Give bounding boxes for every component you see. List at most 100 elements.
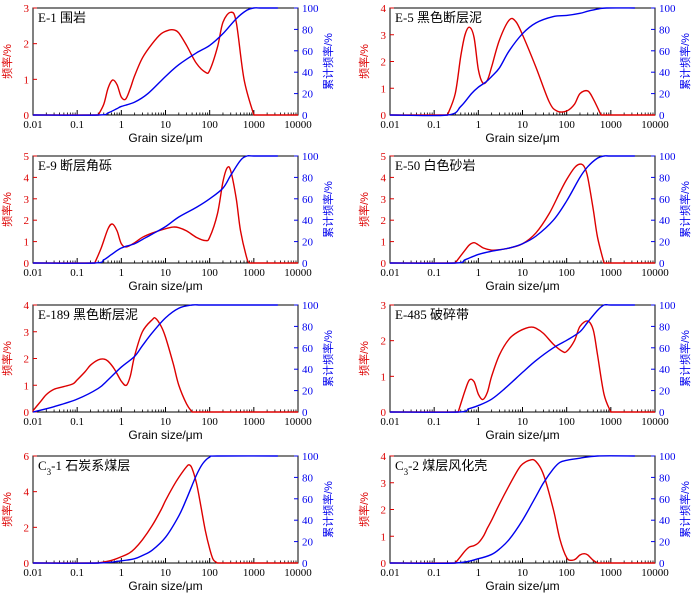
y-left-tick-label: 1 (381, 371, 387, 383)
x-tick-label: 10000 (284, 267, 312, 279)
x-tick-label: 1 (476, 567, 482, 579)
y-right-axis-label: 累计频率/% (321, 33, 335, 90)
x-tick-label: 0.1 (427, 567, 441, 579)
frequency-curve (32, 317, 298, 413)
y-right-tick-label: 0 (302, 258, 308, 270)
y-right-tick-label: 60 (302, 343, 314, 355)
x-tick-label: 0.01 (23, 567, 42, 579)
frequency-curve (33, 11, 298, 116)
y-left-tick-label: 5 (381, 151, 387, 163)
y-left-tick-label: 1 (381, 531, 387, 543)
y-right-tick-label: 100 (302, 3, 319, 15)
x-tick-label: 10 (517, 567, 529, 579)
x-tick-label: 10000 (284, 567, 312, 579)
x-tick-label: 1000 (243, 567, 266, 579)
x-tick-label: 0.1 (70, 567, 84, 579)
panel-title-prefix: E (38, 10, 46, 25)
x-tick-label: 100 (558, 119, 575, 131)
y-right-tick-label: 80 (302, 472, 314, 484)
x-tick-label: 0.01 (380, 567, 399, 579)
y-left-tick-label: 0 (24, 407, 30, 419)
cumulative-curve (32, 304, 278, 413)
y-left-tick-label: 3 (24, 327, 30, 339)
panel-title-suffix: -5 黑色断层泥 (403, 10, 482, 25)
y-right-tick-label: 40 (659, 515, 671, 527)
y-right-tick-label: 100 (659, 3, 676, 15)
y-left-tick-label: 0 (381, 258, 387, 270)
panel-title: E-1 围岩 (38, 10, 86, 25)
y-left-tick-label: 1 (24, 237, 30, 249)
y-left-axis-label: 频率/% (357, 492, 371, 527)
y-right-tick-label: 40 (302, 515, 314, 527)
y-left-axis-label: 频率/% (357, 341, 371, 376)
y-left-tick-label: 3 (24, 194, 30, 206)
x-tick-label: 1000 (243, 119, 266, 131)
cumulative-curve (389, 303, 635, 413)
y-right-tick-label: 40 (659, 215, 671, 227)
y-right-axis-label: 累计频率/% (678, 33, 692, 90)
x-axis-label: Grain size/μm (128, 279, 202, 293)
x-tick-label: 0.1 (427, 416, 441, 428)
y-right-tick-label: 60 (659, 46, 671, 58)
x-tick-label: 10 (160, 119, 172, 131)
cumulative-curve (389, 155, 635, 264)
y-left-tick-label: 3 (381, 30, 387, 42)
y-left-tick-label: 5 (24, 151, 30, 163)
y-right-tick-label: 40 (659, 67, 671, 79)
y-left-tick-label: 2 (381, 505, 387, 517)
panel-title-suffix: -485 破碎带 (403, 307, 469, 322)
panel-title: E-50 白色砂岩 (395, 158, 476, 173)
x-tick-label: 100 (201, 119, 218, 131)
y-right-tick-label: 80 (302, 24, 314, 36)
y-right-tick-label: 80 (659, 172, 671, 184)
frequency-curve (33, 165, 298, 264)
x-axis-label: Grain size/μm (128, 428, 202, 442)
y-left-axis-label: 频率/% (357, 44, 371, 79)
x-tick-label: 1 (476, 119, 482, 131)
y-left-tick-label: 2 (24, 522, 30, 534)
panel-title: C3-1 石炭系煤层 (38, 458, 130, 477)
y-left-tick-label: 2 (381, 57, 387, 69)
y-left-tick-label: 4 (381, 3, 387, 15)
x-tick-label: 0.1 (70, 416, 84, 428)
y-right-tick-label: 100 (659, 451, 676, 463)
y-left-tick-label: 0 (381, 558, 387, 570)
x-tick-label: 0.01 (380, 267, 399, 279)
cumulative-curve (389, 7, 635, 117)
y-right-tick-label: 80 (659, 321, 671, 333)
frequency-curve (390, 458, 655, 564)
cumulative-curve (389, 455, 635, 565)
y-left-tick-label: 0 (24, 558, 30, 570)
y-left-tick-label: 3 (24, 3, 30, 15)
y-right-tick-label: 0 (302, 558, 308, 570)
y-left-tick-label: 2 (24, 354, 30, 366)
x-axis-label: Grain size/μm (128, 131, 202, 145)
chart-panel-1: 0.01 0.1 1 10 100 1000 10000 Grain size/μm 0 1 2 3 0… (0, 3, 335, 145)
y-left-tick-label: 3 (381, 300, 387, 312)
x-tick-label: 1000 (600, 267, 623, 279)
y-left-tick-label: 0 (381, 110, 387, 122)
x-tick-label: 10 (517, 119, 529, 131)
y-right-axis-label: 累计频率/% (321, 181, 335, 238)
x-tick-label: 10 (517, 416, 529, 428)
y-left-tick-label: 2 (24, 39, 30, 51)
y-right-tick-label: 0 (659, 258, 665, 270)
cumulative-curve (32, 154, 278, 264)
x-tick-label: 10000 (641, 567, 669, 579)
x-tick-label: 0.01 (23, 267, 42, 279)
panel-title-suffix: -9 断层角砾 (46, 158, 112, 173)
y-right-tick-label: 80 (302, 172, 314, 184)
y-right-tick-label: 80 (659, 24, 671, 36)
panel-title-prefix: E (395, 10, 403, 25)
panel-title-prefix: E (395, 307, 403, 322)
x-tick-label: 0.01 (380, 416, 399, 428)
y-left-tick-label: 4 (381, 172, 387, 184)
y-left-tick-label: 0 (381, 407, 387, 419)
x-tick-label: 0.1 (427, 119, 441, 131)
x-tick-label: 10 (517, 267, 529, 279)
